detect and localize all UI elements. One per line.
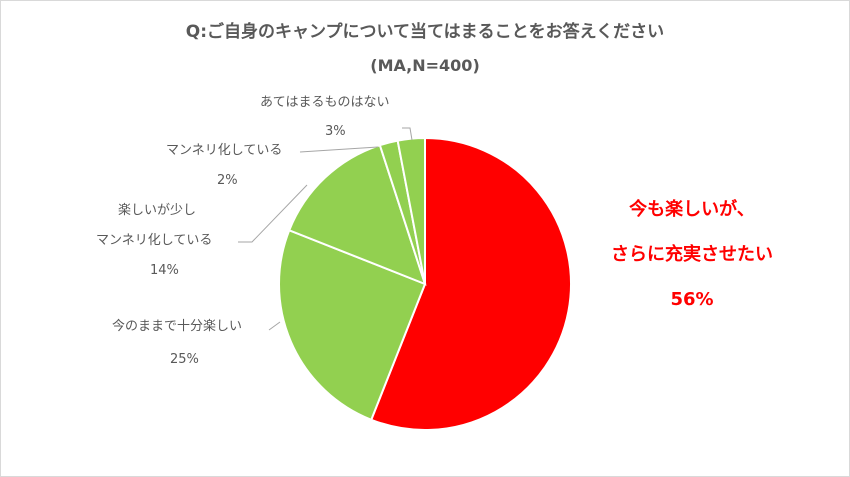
slice-label-0-line-0: 今も楽しいが、 xyxy=(629,199,755,220)
slice-label-2-line-1: マンネリ化している xyxy=(96,233,213,248)
slice-value-0: 56% xyxy=(670,289,714,310)
leader-line-1 xyxy=(268,321,281,331)
leader-line-4 xyxy=(402,127,413,141)
slice-label-4: あてはまるものはない xyxy=(260,95,390,110)
leader-line-2 xyxy=(238,184,308,243)
leader-line-3 xyxy=(299,146,379,153)
slice-label-2-line-0: 楽しいが少し xyxy=(118,203,197,218)
slice-value-1: 25% xyxy=(170,352,199,367)
chart-subtitle: (MA,N=400) xyxy=(370,56,480,75)
pie-slice-0 xyxy=(369,136,572,431)
slice-value-4: 3% xyxy=(325,124,346,139)
slice-value-3: 2% xyxy=(217,173,238,188)
slice-label-0: 今も楽しいが、 さらに充実させたい 56% xyxy=(592,199,792,311)
slice-label-0-line-1: さらに充実させたい xyxy=(611,244,773,265)
pie-slice-4 xyxy=(396,136,426,285)
pie-slice-1 xyxy=(278,228,427,422)
chart-title: Q:ご自身のキャンプについて当てはまることをお答えください xyxy=(185,22,665,42)
slice-value-2: 14% xyxy=(150,263,179,278)
slice-label-3: マンネリ化している xyxy=(166,143,283,158)
slice-label-1: 今のままで十分楽しい xyxy=(112,319,243,334)
